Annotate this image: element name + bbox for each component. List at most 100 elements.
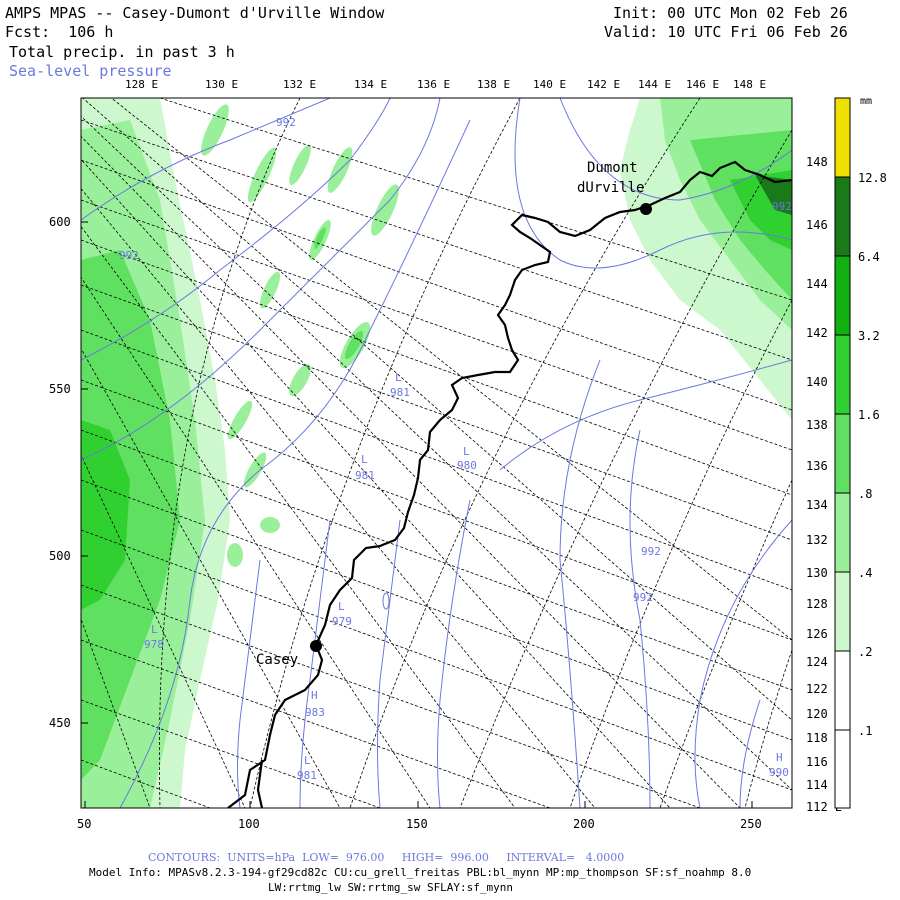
colorbar-swatch [834, 650, 851, 731]
x-axis-label: 250 [740, 817, 762, 831]
contour-field-name: Sea-level pressure [9, 62, 172, 80]
top-lon-label: 136 E [417, 78, 451, 91]
right-lon-label: 148 E [806, 155, 842, 169]
y-axis-label: 550 [49, 382, 71, 396]
contour-label: 992 [119, 249, 139, 262]
contour-label: 992 [772, 200, 792, 213]
dumont-label: dUrville [577, 180, 644, 196]
plot-frame [80, 97, 793, 809]
colorbar-swatch [834, 255, 851, 336]
contour-label: L [151, 623, 158, 636]
top-lon-label: 134 E [354, 78, 388, 91]
contour-label: L [304, 754, 311, 767]
colorbar-swatch [834, 334, 851, 415]
colorbar-level: 1.6 [858, 408, 880, 422]
contour-label: L [463, 445, 470, 458]
right-lon-label: 128 E [806, 597, 842, 611]
valid-time: Valid: 10 UTC Fri 06 Feb 26 [604, 23, 848, 41]
slp-contours [81, 98, 792, 808]
top-lon-label: 130 E [205, 78, 239, 91]
x-axis-label: 150 [406, 817, 428, 831]
dumont-label: Dumont [587, 160, 638, 176]
right-lon-label: 130 E [806, 566, 842, 580]
contour-label: L [395, 371, 402, 384]
y-axis-label: 500 [49, 549, 71, 563]
contour-label: 981 [355, 469, 375, 482]
top-lon-label: 132 E [283, 78, 317, 91]
model-info-line2: LW:rrtmg_lw SW:rrtmg_sw SFLAY:sf_mynn [268, 881, 514, 894]
contour-label: 978 [144, 638, 164, 651]
contour-label: L [338, 600, 345, 613]
coastline [256, 759, 264, 808]
x-axis-label: 200 [573, 817, 595, 831]
colorbar-unit: mm [860, 96, 872, 107]
contour-label: 981 [390, 386, 410, 399]
right-lon-label: 134 E [806, 498, 842, 512]
right-lon-label: 138 E [806, 418, 842, 432]
colorbar-swatch [834, 176, 851, 257]
dumont-durville-marker [640, 203, 652, 215]
contour-label: 990 [769, 766, 789, 779]
contour-label: 992 [276, 116, 296, 129]
casey-label: Casey [256, 652, 298, 668]
contour-label: 992 [641, 545, 661, 558]
precip-area-west [81, 420, 130, 610]
contour-label: 981 [297, 769, 317, 782]
right-lon-label: 126 E [806, 627, 842, 641]
contour-label: 983 [305, 706, 325, 719]
right-lon-label: 122 E [806, 682, 842, 696]
top-lon-label: 142 E [587, 78, 621, 91]
colorbar-swatch [834, 729, 851, 809]
right-lon-label: 140 E [806, 375, 842, 389]
precip-area-east [755, 175, 792, 215]
right-lon-label: 112 E [806, 800, 842, 814]
right-lon-label: 114 E [806, 778, 842, 792]
contour-label: H [776, 751, 783, 764]
right-lon-label: 146 E [806, 218, 842, 232]
field-name: Total precip. in past 3 h [9, 43, 235, 61]
colorbar-level: 3.2 [858, 329, 880, 343]
contour-label: L [361, 453, 368, 466]
colorbar-level: 12.8 [858, 171, 887, 185]
top-lon-label: 140 E [533, 78, 567, 91]
colorbar-level: .4 [858, 566, 872, 580]
map-title: AMPS MPAS -- Casey-Dumont d'Urville Wind… [5, 4, 385, 22]
contour-label: H [311, 689, 318, 702]
colorbar-level: 6.4 [858, 250, 880, 264]
top-lon-label: 128 E [125, 78, 159, 91]
right-lon-label: 144 E [806, 277, 842, 291]
colorbar-swatch [834, 492, 851, 573]
model-info: Model Info: MPASv8.2.3-194-gf29cd82c CU:… [89, 866, 752, 879]
colorbar-swatch [834, 413, 851, 494]
y-axis-label: 450 [49, 716, 71, 730]
coastline [227, 160, 792, 808]
forecast-hour: Fcst: 106 h [5, 23, 114, 41]
top-lon-label: 144 E [638, 78, 672, 91]
right-lon-label: 142 E [806, 326, 842, 340]
precip-area-west [81, 250, 180, 780]
x-axis-label: 100 [238, 817, 260, 831]
y-axis-label: 600 [49, 215, 71, 229]
contour-label: 979 [332, 615, 352, 628]
right-lon-label: 136 E [806, 459, 842, 473]
contour-label: 992 [633, 591, 653, 604]
right-lon-label: 118 E [806, 731, 842, 745]
colorbar [834, 97, 851, 809]
casey-marker [310, 640, 322, 652]
right-lon-label: 124 E [806, 655, 842, 669]
colorbar-swatch [834, 571, 851, 652]
contour-label: 980 [457, 459, 477, 472]
colorbar-level: .1 [858, 724, 872, 738]
top-lon-label: 148 E [733, 78, 767, 91]
x-axis-label: 50 [77, 817, 91, 831]
top-lon-label: 138 E [477, 78, 511, 91]
right-lon-label: 132 E [806, 533, 842, 547]
right-lon-label: 120 E [806, 707, 842, 721]
top-lon-label: 146 E [686, 78, 720, 91]
graticule-parallels [81, 98, 792, 808]
graticule-meridians [81, 98, 792, 808]
contour-info: CONTOURS: UNITS=hPa LOW= 976.00 HIGH= 99… [148, 851, 625, 864]
colorbar-level: .8 [858, 487, 872, 501]
colorbar-level: .2 [858, 645, 872, 659]
